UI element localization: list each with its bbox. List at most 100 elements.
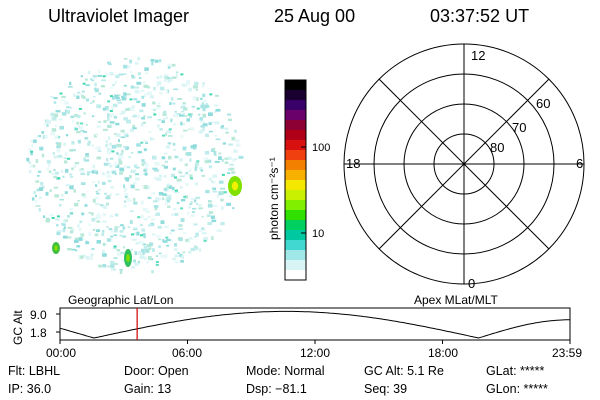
image-pixel xyxy=(87,140,91,145)
image-pixel xyxy=(108,63,112,66)
image-pixel xyxy=(54,194,59,198)
image-pixel xyxy=(180,106,185,109)
image-pixel xyxy=(161,156,166,160)
image-pixel xyxy=(177,98,182,100)
polar-label-right: 6 xyxy=(576,156,583,171)
image-pixel xyxy=(190,238,194,241)
image-pixel xyxy=(159,177,163,180)
image-pixel xyxy=(188,206,191,209)
image-pixel xyxy=(152,248,155,252)
image-pixel xyxy=(67,85,73,88)
image-pixel xyxy=(129,220,133,224)
image-pixel xyxy=(39,146,44,151)
image-pixel xyxy=(171,63,176,67)
image-pixel xyxy=(221,206,224,210)
image-pixel xyxy=(63,157,68,160)
image-pixel xyxy=(164,73,167,76)
image-pixel xyxy=(46,167,49,171)
image-pixel xyxy=(176,202,180,204)
image-pixel xyxy=(121,259,125,262)
image-pixel xyxy=(84,78,88,81)
image-pixel xyxy=(227,113,232,116)
image-pixel xyxy=(50,112,54,117)
image-pixel xyxy=(74,239,79,243)
image-pixel xyxy=(124,177,130,180)
image-pixel xyxy=(85,153,89,157)
image-pixel-bright xyxy=(140,234,143,237)
image-pixel xyxy=(141,163,144,167)
image-pixel xyxy=(180,260,184,263)
colorbar-band xyxy=(285,140,306,151)
image-pixel xyxy=(218,180,224,184)
image-pixel xyxy=(210,215,215,219)
image-pixel xyxy=(134,62,139,65)
image-pixel xyxy=(145,142,148,144)
image-pixel xyxy=(158,252,162,255)
image-pixel xyxy=(130,184,135,189)
image-pixel xyxy=(194,182,198,186)
image-pixel xyxy=(160,75,163,79)
image-pixel xyxy=(104,192,108,195)
image-pixel xyxy=(129,71,133,73)
image-pixel xyxy=(174,155,179,159)
image-pixel xyxy=(113,133,117,135)
image-pixel xyxy=(37,175,40,177)
image-pixel xyxy=(135,173,139,176)
image-pixel xyxy=(150,59,155,62)
image-pixel xyxy=(42,215,46,218)
colorbar-band xyxy=(285,220,306,231)
status-ip: IP: 36.0 xyxy=(8,382,52,396)
image-pixel xyxy=(165,116,168,119)
image-pixel xyxy=(115,133,121,137)
image-pixel xyxy=(133,98,138,101)
image-pixel xyxy=(167,80,171,83)
image-pixel xyxy=(229,167,235,171)
image-pixel xyxy=(211,236,214,241)
image-pixel xyxy=(172,167,176,171)
image-pixel xyxy=(114,229,118,233)
image-pixel xyxy=(227,118,233,122)
image-pixel xyxy=(164,74,169,78)
image-pixel xyxy=(86,155,90,158)
image-pixel xyxy=(143,84,148,88)
image-pixel xyxy=(200,125,205,128)
image-pixel xyxy=(198,166,203,170)
uv-image-disk xyxy=(26,56,244,274)
image-pixel xyxy=(39,146,44,149)
image-pixel xyxy=(119,171,124,175)
image-pixel xyxy=(220,198,224,202)
image-pixel xyxy=(49,213,54,217)
image-pixel xyxy=(61,112,67,116)
image-pixel xyxy=(113,234,118,236)
image-pixel xyxy=(77,139,81,144)
image-pixel xyxy=(234,129,237,133)
image-pixel xyxy=(30,139,33,143)
image-pixel xyxy=(129,175,132,179)
image-pixel xyxy=(168,155,172,160)
image-pixel-bright xyxy=(223,191,227,194)
image-pixel xyxy=(167,64,171,69)
image-pixel-bright xyxy=(174,176,177,179)
image-pixel xyxy=(94,87,97,91)
image-pixel xyxy=(240,176,243,181)
image-pixel-bright xyxy=(196,107,200,110)
image-pixel xyxy=(187,240,191,243)
image-pixel xyxy=(129,128,134,133)
image-pixel xyxy=(185,115,188,117)
image-pixel xyxy=(61,169,64,173)
image-pixel xyxy=(109,113,114,117)
image-pixel xyxy=(106,195,111,197)
time-label: 03:37:52 UT xyxy=(430,6,530,26)
image-pixel xyxy=(151,270,154,274)
image-pixel xyxy=(86,173,90,176)
image-pixel xyxy=(201,227,204,230)
image-pixel xyxy=(234,139,240,143)
image-pixel xyxy=(78,237,83,241)
image-pixel xyxy=(153,87,156,91)
image-pixel xyxy=(35,159,39,163)
image-pixel xyxy=(131,265,135,269)
image-pixel xyxy=(158,191,164,196)
image-pixel xyxy=(46,119,51,124)
image-pixel xyxy=(93,134,97,138)
image-pixel-bright xyxy=(155,263,159,266)
